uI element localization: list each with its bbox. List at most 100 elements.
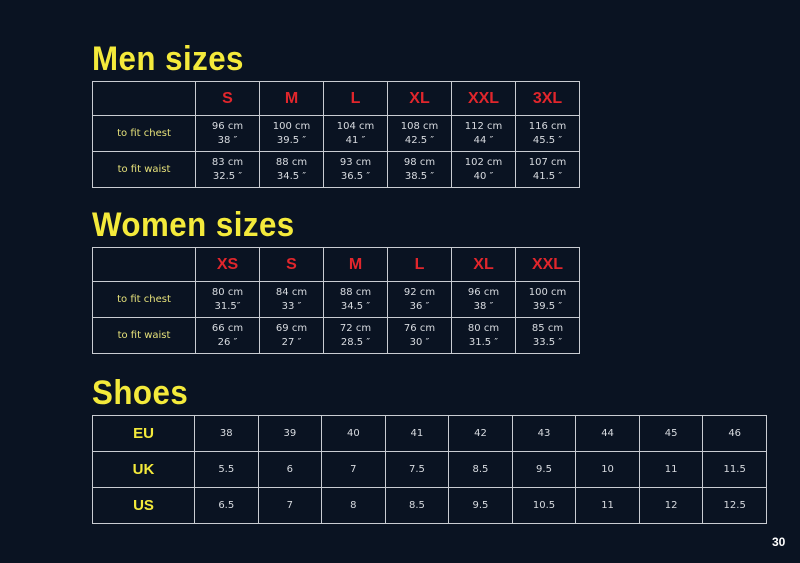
inch-value: 40 ″ (473, 170, 494, 182)
shoe-size-cell: 7 (257, 487, 323, 524)
inch-value: 36 ″ (409, 300, 430, 312)
empty-corner-cell (92, 247, 196, 282)
shoe-size-cell: 12 (638, 487, 704, 524)
table-row: to fit chest 80 cm 31.5″ 84 cm 33 ″ 88 cm 34.5… (92, 281, 580, 318)
inch-value: 41 ″ (345, 134, 366, 146)
measurement-cell: 104 cm 41 ″ (323, 115, 388, 152)
cm-value: 84 cm (275, 286, 308, 298)
cm-value: 93 cm (339, 156, 372, 168)
measurement-cell: 96 cm 38 ″ (451, 281, 516, 318)
shoe-size-cell: 46 (702, 415, 767, 452)
shoe-size-cell: 8.5 (448, 451, 513, 488)
measurement-cell: 102 cm 40 ″ (451, 151, 516, 188)
inch-value: 31.5″ (214, 300, 241, 312)
measurement-cell: 92 cm 36 ″ (387, 281, 452, 318)
size-header-row: S M L XL XXL 3XL (92, 81, 580, 116)
measurement-cell: 116 cm 45.5 ″ (515, 115, 580, 152)
shoe-size-cell: 45 (638, 415, 704, 452)
row-label: to fit chest (92, 115, 196, 152)
measurement-cell: 80 cm 31.5″ (195, 281, 260, 318)
cm-value: 98 cm (403, 156, 436, 168)
measurement-cell: 69 cm 27 ″ (259, 317, 324, 354)
shoe-size-cell: 11 (575, 487, 640, 524)
cm-value: 83 cm (211, 156, 244, 168)
shoe-size-cell: 11 (638, 451, 704, 488)
shoe-size-cell: 7 (321, 451, 386, 488)
row-label: to fit chest (92, 281, 196, 318)
table-row: to fit waist 83 cm 32.5 ″ 88 cm 34.5 ″ 93 cm 3… (92, 151, 580, 188)
size-header: XL (387, 81, 452, 116)
table-row: to fit chest 96 cm 38 ″ 100 cm 39.5 ″ 104 cm 4… (92, 115, 580, 152)
shoe-row: US 6.5 7 8 8.5 9.5 10.5 11 12 12.5 (92, 487, 767, 524)
measurement-cell: 96 cm 38 ″ (195, 115, 260, 152)
shoe-size-cell: 10.5 (511, 487, 577, 524)
inch-value: 42.5 ″ (404, 134, 435, 146)
shoe-system-label: US (92, 487, 195, 524)
inch-value: 34.5 ″ (340, 300, 371, 312)
inch-value: 34.5 ″ (276, 170, 307, 182)
shoe-size-cell: 8.5 (384, 487, 450, 524)
cm-value: 96 cm (211, 120, 244, 132)
shoe-size-cell: 6 (257, 451, 323, 488)
shoe-size-cell: 44 (575, 415, 640, 452)
shoe-size-cell: 8 (321, 487, 386, 524)
shoe-size-cell: 41 (384, 415, 450, 452)
shoe-size-cell: 7.5 (384, 451, 450, 488)
measurement-cell: 88 cm 34.5 ″ (323, 281, 388, 318)
measurement-cell: 112 cm 44 ″ (451, 115, 516, 152)
inch-value: 39.5 ″ (532, 300, 563, 312)
size-header: 3XL (515, 81, 580, 116)
measurement-cell: 100 cm 39.5 ″ (259, 115, 324, 152)
shoe-row: EU 38 39 40 41 42 43 44 45 46 (92, 415, 767, 452)
cm-value: 85 cm (531, 322, 564, 334)
shoe-size-cell: 10 (575, 451, 640, 488)
cm-value: 102 cm (464, 156, 503, 168)
size-header: XL (451, 247, 516, 282)
measurement-cell: 72 cm 28.5 ″ (323, 317, 388, 354)
men-sizes-table: S M L XL XXL 3XL to fit chest 96 cm 38 ″ 100 cm 39… (92, 81, 580, 188)
inch-value: 31.5 ″ (468, 336, 499, 348)
shoe-system-label: EU (92, 415, 195, 452)
measurement-cell: 93 cm 36.5 ″ (323, 151, 388, 188)
cm-value: 88 cm (339, 286, 372, 298)
shoe-size-cell: 42 (448, 415, 513, 452)
measurement-cell: 85 cm 33.5 ″ (515, 317, 580, 354)
shoe-size-cell: 43 (511, 415, 577, 452)
cm-value: 100 cm (272, 120, 311, 132)
shoe-size-cell: 40 (321, 415, 386, 452)
shoe-size-cell: 12.5 (702, 487, 767, 524)
size-header: L (323, 81, 388, 116)
size-header: S (195, 81, 260, 116)
inch-value: 28.5 ″ (340, 336, 371, 348)
cm-value: 69 cm (275, 322, 308, 334)
shoe-size-cell: 11.5 (702, 451, 767, 488)
size-header: XS (195, 247, 260, 282)
shoe-size-cell: 39 (257, 415, 323, 452)
size-header: M (323, 247, 388, 282)
cm-value: 80 cm (211, 286, 244, 298)
shoe-system-label: UK (92, 451, 195, 488)
inch-value: 39.5 ″ (276, 134, 307, 146)
inch-value: 41.5 ″ (532, 170, 563, 182)
cm-value: 108 cm (400, 120, 439, 132)
shoe-sizes-table: EU 38 39 40 41 42 43 44 45 46 UK 5.5 6 7 7.5 8.5 9.5 10 11… (92, 415, 767, 524)
page-number: 30 (772, 535, 786, 549)
cm-value: 88 cm (275, 156, 308, 168)
inch-value: 38.5 ″ (404, 170, 435, 182)
size-header: XXL (515, 247, 580, 282)
cm-value: 92 cm (403, 286, 436, 298)
shoe-size-cell: 9.5 (448, 487, 513, 524)
measurement-cell: 83 cm 32.5 ″ (195, 151, 260, 188)
empty-corner-cell (92, 81, 196, 116)
size-header: XXL (451, 81, 516, 116)
size-header: S (259, 247, 324, 282)
shoe-size-cell: 6.5 (194, 487, 259, 524)
inch-value: 30 ″ (409, 336, 430, 348)
inch-value: 32.5 ″ (212, 170, 243, 182)
shoe-size-cell: 38 (194, 415, 259, 452)
inch-value: 33 ″ (281, 300, 302, 312)
row-label: to fit waist (92, 151, 196, 188)
shoe-size-cell: 5.5 (194, 451, 259, 488)
measurement-cell: 84 cm 33 ″ (259, 281, 324, 318)
shoe-row: UK 5.5 6 7 7.5 8.5 9.5 10 11 11.5 (92, 451, 767, 488)
